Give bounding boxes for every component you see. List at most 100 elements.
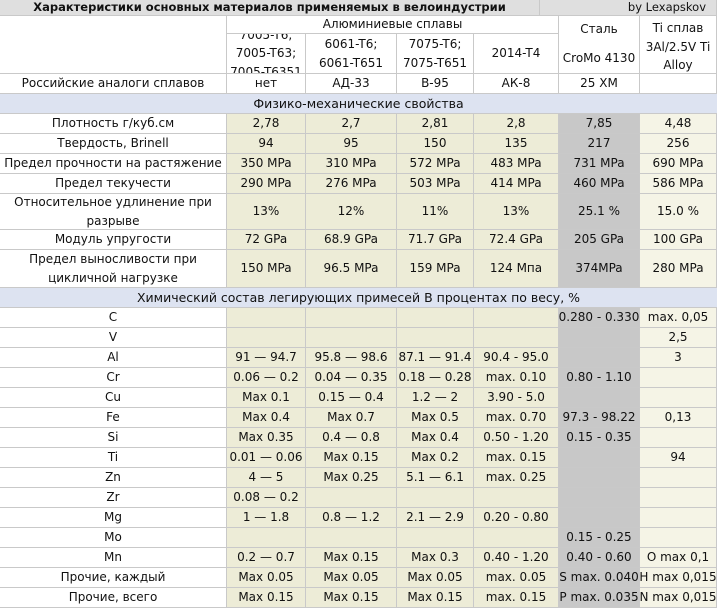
element-label-text: Cr [106,370,120,385]
property-value: 25.1 % [559,194,640,230]
element-value [640,468,717,488]
element-label-text: Cu [105,390,121,405]
property-value-text: 374MPa [575,261,623,276]
property-value: 94 [227,134,306,154]
element-value: 0.15 — 0.4 [306,388,397,408]
property-value-text: 2,8 [506,116,526,131]
element-value: 91 — 94.7 [227,348,306,368]
element-value: 3 [640,348,717,368]
property-label: Относительное удлинение при разрыве [0,194,227,230]
property-value-text: 217 [587,136,611,151]
property-value: 217 [559,134,640,154]
element-value-text: Max 0.05 [407,570,463,585]
element-value [306,488,397,508]
analog-value-text: 25 ХМ [580,76,618,91]
element-label: Прочие, всего [0,588,227,608]
element-value-text: max. 0.15 [485,590,547,605]
element-value [559,348,640,368]
element-value-text: 3 [674,350,682,365]
element-label-text: Прочие, каждый [60,570,166,585]
element-value: Max 0.15 [306,448,397,468]
property-value-text: 100 GPa [652,232,704,247]
element-value: 3.90 - 5.0 [474,388,559,408]
col-header-7075-text: 7075-T6; 7075-T651 [402,36,467,70]
property-value: 572 MPa [397,154,474,174]
property-value-text: 503 MPa [409,176,461,191]
property-value: 205 GPa [559,230,640,250]
element-value-text: 0.08 — 0.2 [233,490,299,505]
property-value: 731 MPa [559,154,640,174]
property-value-text: 350 MPa [240,156,292,171]
property-value-text: 150 [423,136,447,151]
element-label: Al [0,348,227,368]
element-label: Mg [0,508,227,528]
property-value-text: 586 MPa [652,176,704,191]
element-value [474,328,559,348]
page-title: Характеристики основных материалов приме… [0,0,540,16]
property-label-text: Плотность г/куб.см [51,116,175,131]
element-value: max. 0.70 [474,408,559,428]
element-value-text: P max. 0.035 [559,590,639,605]
col-header-titanium-text: Ti сплав 3Al/2.5V Ti Alloy [645,21,711,73]
element-value-text: 0.280 - 0.330 [559,310,640,325]
col-header-7075: 7075-T6; 7075-T651 [397,34,474,74]
element-value: max. 0.10 [474,368,559,388]
property-value-text: 290 MPa [240,176,292,191]
element-value: 2,5 [640,328,717,348]
property-value-text: 12% [337,204,365,219]
element-value [474,488,559,508]
property-value: 280 MPa [640,250,717,288]
property-value-text: 150 MPa [240,261,292,276]
element-value: 0.04 — 0.35 [306,368,397,388]
col-header-7005-text: 7005-T6; 7005-T63; 7005-T6351 [230,34,302,74]
property-label-text: Предел выносливости при цикличной нагруз… [29,251,197,285]
property-value-text: 72.4 GPa [489,232,543,247]
analogs-label-text: Российские аналоги сплавов [21,76,205,91]
element-value: 0.20 - 0.80 [474,508,559,528]
property-value: 290 MPa [227,174,306,194]
property-value: 159 MPa [397,250,474,288]
element-value: Max 0.4 [397,428,474,448]
analog-value: АК-8 [474,74,559,94]
element-value: max. 0.25 [474,468,559,488]
element-value: 0.06 — 0.2 [227,368,306,388]
element-value [397,308,474,328]
property-value: 68.9 GPa [306,230,397,250]
element-value: H max 0,015 [640,568,717,588]
element-value-text: Max 0.05 [323,570,379,585]
property-value: 414 MPa [474,174,559,194]
property-value-text: 71.7 GPa [408,232,462,247]
property-value-text: 276 MPa [325,176,377,191]
property-value-text: 731 MPa [573,156,625,171]
element-label: C [0,308,227,328]
element-label-text: Ti [107,450,119,465]
element-label-text: Прочие, всего [68,590,158,605]
element-label-text: Fe [106,410,120,425]
element-value: Max 0.3 [397,548,474,568]
element-value-text: 0.20 - 0.80 [483,510,549,525]
property-value: 350 MPa [227,154,306,174]
element-value: 0.01 — 0.06 [227,448,306,468]
property-value-text: 95 [343,136,359,151]
property-label: Предел текучести [0,174,227,194]
element-value: Max 0.4 [227,408,306,428]
element-value: 90.4 - 95.0 [474,348,559,368]
element-value-text: max. 0.05 [485,570,547,585]
property-value: 150 MPa [227,250,306,288]
property-value-text: 2,81 [421,116,449,131]
element-value-text: 0.40 - 1.20 [483,550,549,565]
property-value-text: 94 [258,136,274,151]
element-value-text: Max 0.35 [238,430,294,445]
property-label: Плотность г/куб.см [0,114,227,134]
property-label-text: Твердость, Brinell [57,136,169,151]
property-value-text: 96.5 MPa [323,261,379,276]
property-label: Предел прочности на растяжение [0,154,227,174]
element-value: 0.40 - 1.20 [474,548,559,568]
property-label-text: Предел текучести [55,176,171,191]
element-value: 0,13 [640,408,717,428]
property-value: 13% [474,194,559,230]
element-value: max. 0,05 [640,308,717,328]
element-value: 0.15 - 0.25 [559,528,640,548]
element-value [640,428,717,448]
element-value: Max 0.2 [397,448,474,468]
